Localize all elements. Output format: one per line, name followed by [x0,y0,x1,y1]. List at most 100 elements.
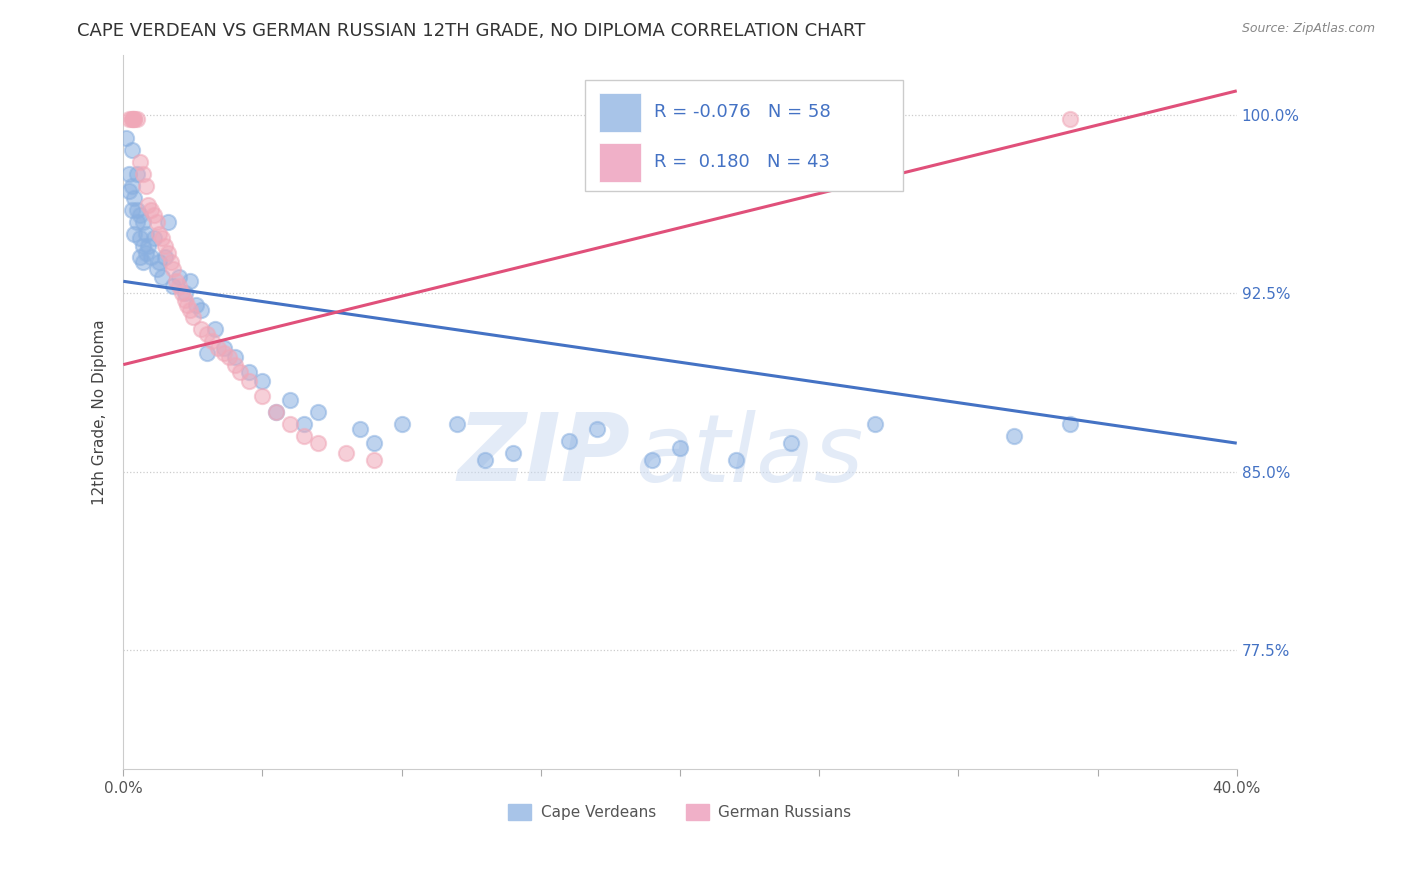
Point [170,286,193,301]
Point [669,441,692,455]
Point [391,417,413,431]
Point [195,345,218,359]
Point [129,251,152,265]
Point [142,208,165,222]
Point [129,231,152,245]
Point [266,405,288,419]
Point [132,255,155,269]
Point [127,202,149,217]
Point [139,251,162,265]
Point [184,298,207,312]
Text: atlas: atlas [636,409,863,500]
Point [121,179,143,194]
Point [292,417,315,431]
Point [167,269,190,284]
Point [132,238,155,252]
Point [474,453,496,467]
Point [1002,429,1025,443]
Point [135,245,157,260]
Point [212,341,235,355]
Point [446,417,468,431]
Text: R =  0.180   N = 43: R = 0.180 N = 43 [654,153,831,171]
Point [201,334,224,348]
Point [124,191,146,205]
Point [145,262,167,277]
Point [139,202,162,217]
Point [115,131,138,145]
Point [173,293,195,308]
Point [118,112,141,127]
Point [349,422,371,436]
Point [1059,112,1081,127]
Point [121,202,143,217]
Point [135,179,157,194]
Point [176,298,198,312]
Point [132,167,155,181]
Point [238,374,260,388]
Point [252,388,274,402]
Point [138,238,160,252]
Point [204,322,226,336]
Point [138,198,160,212]
Point [252,374,274,388]
Point [129,208,152,222]
Point [127,112,149,127]
Point [724,453,747,467]
Point [129,155,152,169]
Point [307,436,329,450]
Point [148,255,170,269]
Point [212,345,235,359]
Point [224,358,246,372]
Point [863,417,886,431]
Point [218,351,240,365]
Text: Source: ZipAtlas.com: Source: ZipAtlas.com [1241,22,1375,36]
Point [179,302,201,317]
Point [124,112,146,127]
Point [150,269,173,284]
Point [1059,417,1081,431]
Text: R = -0.076   N = 58: R = -0.076 N = 58 [654,103,831,121]
Text: ZIP: ZIP [457,409,630,501]
Point [557,434,579,448]
Point [641,453,664,467]
Point [363,436,385,450]
Point [156,215,179,229]
Point [238,365,260,379]
Legend: Cape Verdeans, German Russians: Cape Verdeans, German Russians [502,797,858,826]
Point [266,405,288,419]
Point [118,167,141,181]
Point [167,279,190,293]
Y-axis label: 12th Grade, No Diploma: 12th Grade, No Diploma [93,319,107,505]
Point [179,274,201,288]
Point [363,453,385,467]
Point [207,341,229,355]
Point [278,417,301,431]
Point [195,326,218,341]
Point [156,245,179,260]
Point [121,112,143,127]
Point [148,227,170,241]
Point [127,167,149,181]
Point [127,215,149,229]
Point [162,262,184,277]
Point [121,112,143,127]
Point [121,144,143,158]
FancyBboxPatch shape [599,93,641,132]
Point [335,446,357,460]
Point [224,351,246,365]
Point [190,302,212,317]
Point [190,322,212,336]
Point [162,279,184,293]
Point [165,274,187,288]
Point [124,227,146,241]
FancyBboxPatch shape [585,80,903,191]
Point [159,255,181,269]
Point [118,184,141,198]
Point [124,112,146,127]
Point [142,231,165,245]
Point [150,231,173,245]
Point [292,429,315,443]
Point [278,393,301,408]
Text: CAPE VERDEAN VS GERMAN RUSSIAN 12TH GRADE, NO DIPLOMA CORRELATION CHART: CAPE VERDEAN VS GERMAN RUSSIAN 12TH GRAD… [77,22,866,40]
Point [132,215,155,229]
